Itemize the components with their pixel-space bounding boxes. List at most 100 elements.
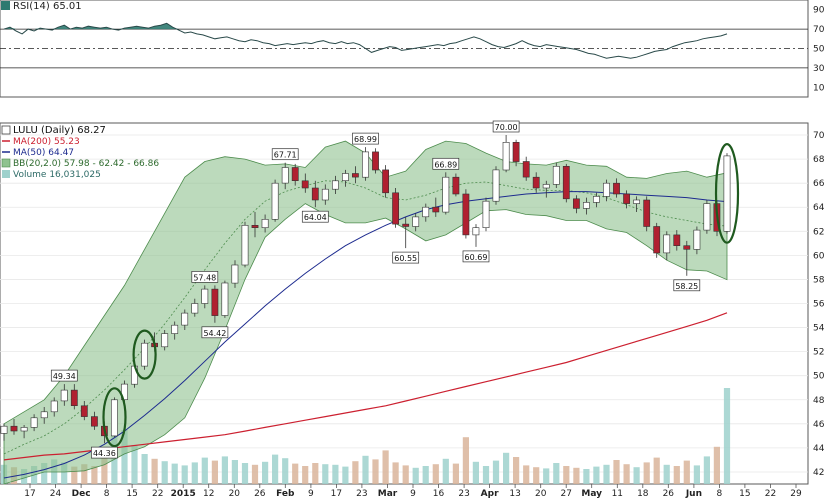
candle bbox=[522, 156, 530, 181]
candle-body bbox=[211, 288, 219, 316]
date-tick-label: 20 bbox=[535, 489, 547, 498]
candle bbox=[442, 172, 450, 215]
date-tick-label: 18 bbox=[637, 489, 649, 498]
volume-bar bbox=[272, 454, 279, 484]
candle-body bbox=[542, 184, 550, 189]
candle-body bbox=[683, 245, 691, 250]
candle-body bbox=[30, 417, 38, 428]
candle-body bbox=[181, 312, 189, 326]
volume-bar bbox=[121, 430, 128, 484]
date-tick-label: 15 bbox=[739, 489, 750, 498]
candle-body bbox=[201, 288, 209, 304]
candle bbox=[683, 240, 691, 276]
candle bbox=[663, 231, 671, 261]
candle-body bbox=[20, 427, 28, 432]
candle bbox=[311, 180, 319, 208]
rsi-line bbox=[3, 22, 728, 59]
candle-body bbox=[582, 202, 590, 209]
candle bbox=[603, 179, 610, 202]
annotation-label: 44.36 bbox=[93, 449, 116, 458]
rsi-tick-label: 70 bbox=[813, 25, 825, 35]
volume-bar bbox=[151, 458, 158, 484]
annotation-label: 68.99 bbox=[354, 135, 377, 144]
candle bbox=[613, 178, 620, 198]
candle bbox=[291, 163, 299, 186]
volume-bar bbox=[81, 464, 88, 484]
volume-bar bbox=[191, 462, 198, 484]
candle-body bbox=[633, 199, 640, 204]
highlight-ellipse bbox=[714, 142, 740, 244]
candle-body bbox=[703, 203, 711, 231]
candle bbox=[462, 189, 470, 239]
volume-bar bbox=[633, 467, 640, 484]
candle bbox=[281, 162, 289, 190]
candle bbox=[10, 419, 18, 435]
candle-body bbox=[221, 282, 229, 316]
annotation: 67.71 bbox=[271, 148, 299, 161]
candle-body bbox=[0, 425, 8, 434]
candle-body bbox=[613, 182, 620, 195]
volume-bar bbox=[352, 461, 359, 484]
annotation-box bbox=[492, 120, 520, 133]
candle bbox=[643, 196, 651, 232]
candle-body bbox=[191, 303, 199, 314]
candle bbox=[70, 384, 78, 410]
candle bbox=[382, 165, 389, 198]
price-tick-label: 66 bbox=[813, 179, 825, 189]
date-tick-label: 23 bbox=[458, 489, 469, 498]
volume-bar bbox=[583, 469, 590, 484]
candle bbox=[562, 163, 570, 203]
candle-body bbox=[351, 173, 359, 178]
annotation: 54.42 bbox=[201, 326, 229, 339]
candle bbox=[111, 397, 118, 438]
volume-bar bbox=[713, 446, 720, 484]
candle bbox=[703, 200, 711, 234]
volume-bar bbox=[573, 467, 580, 484]
volume-bar bbox=[613, 460, 620, 484]
candle bbox=[412, 213, 420, 232]
annotation-label: 58.25 bbox=[675, 282, 698, 291]
candle bbox=[633, 196, 640, 212]
candle-body bbox=[161, 333, 169, 348]
rsi-tick-label: 90 bbox=[813, 6, 825, 16]
date-tick-label: 20 bbox=[229, 489, 241, 498]
volume-bar bbox=[663, 464, 670, 484]
candle bbox=[482, 197, 490, 232]
ma200-label: MA(200) 55.23 bbox=[13, 137, 80, 147]
candle-body bbox=[512, 142, 520, 162]
candle-body bbox=[372, 151, 379, 171]
volume-bar bbox=[482, 466, 490, 484]
candle bbox=[512, 139, 520, 167]
date-tick-label: 2015 bbox=[171, 489, 196, 498]
candle-body bbox=[472, 227, 480, 236]
volume-bar bbox=[131, 445, 138, 484]
rsi-legend-swatch bbox=[1, 1, 10, 10]
candle bbox=[372, 148, 379, 174]
date-tick-label: 13 bbox=[509, 489, 520, 498]
candle-body bbox=[482, 200, 490, 228]
candle-body bbox=[422, 206, 430, 218]
volume-bar bbox=[41, 463, 48, 484]
candle bbox=[191, 298, 199, 317]
candle-body bbox=[362, 151, 369, 178]
candle-body bbox=[80, 405, 88, 417]
candle-body bbox=[522, 161, 530, 178]
date-tick-label: 15 bbox=[126, 489, 137, 498]
candle-body bbox=[673, 234, 681, 246]
candle-body bbox=[653, 226, 661, 254]
annotation: 70.00 bbox=[492, 120, 520, 133]
candle-body bbox=[562, 166, 570, 200]
volume-bar bbox=[623, 464, 630, 484]
highlight-circles bbox=[102, 142, 740, 448]
annotation: 64.04 bbox=[301, 210, 329, 223]
ma50-label: MA(50) 64.47 bbox=[13, 148, 74, 158]
candle-body bbox=[663, 234, 671, 254]
volume-bar bbox=[392, 462, 399, 484]
volume-bar bbox=[533, 467, 540, 484]
candle-body bbox=[341, 173, 349, 181]
volume-bar bbox=[553, 463, 560, 484]
volume-bar bbox=[703, 456, 710, 484]
candle-body bbox=[552, 166, 560, 185]
candle bbox=[623, 190, 630, 209]
